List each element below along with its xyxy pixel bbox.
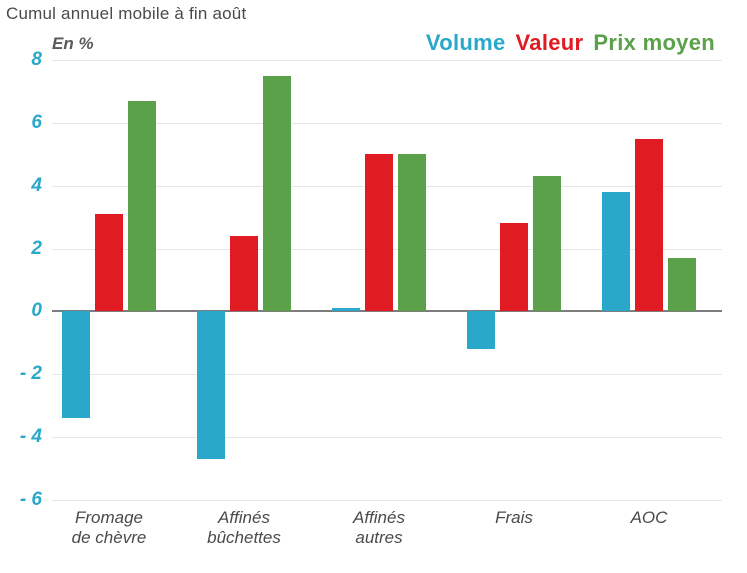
- y-tick-label: - 4: [20, 426, 52, 448]
- bar-valeur: [95, 214, 123, 311]
- bar-valeur: [365, 154, 393, 311]
- chart-container: Cumul annuel mobile à fin août En % Volu…: [0, 0, 747, 573]
- bar-volume: [62, 311, 90, 418]
- bar-volume: [602, 192, 630, 311]
- y-axis-unit: En %: [52, 34, 94, 54]
- legend-item-prix-moyen: Prix moyen: [593, 30, 715, 56]
- y-tick-label: 2: [31, 238, 52, 260]
- bar-valeur: [230, 236, 258, 311]
- legend: Volume Valeur Prix moyen: [426, 30, 715, 56]
- bar-volume: [197, 311, 225, 459]
- chart-title: Cumul annuel mobile à fin août: [6, 4, 246, 24]
- bar-prix_moyen: [533, 176, 561, 311]
- bar-volume: [467, 311, 495, 349]
- bar-prix_moyen: [668, 258, 696, 311]
- bar-valeur: [500, 223, 528, 311]
- bar-volume: [332, 308, 360, 311]
- plot-area: 86420- 2- 4- 6Fromage de chèvreAffinés b…: [52, 60, 722, 500]
- gridline: [52, 374, 722, 375]
- y-tick-label: - 2: [20, 363, 52, 385]
- gridline: [52, 437, 722, 438]
- y-tick-label: 8: [31, 49, 52, 71]
- legend-item-volume: Volume: [426, 30, 506, 56]
- bar-prix_moyen: [128, 101, 156, 312]
- bar-prix_moyen: [263, 76, 291, 312]
- bar-valeur: [635, 139, 663, 312]
- y-tick-label: 6: [31, 112, 52, 134]
- y-tick-label: 4: [31, 175, 52, 197]
- x-tick-label: AOC: [569, 500, 729, 528]
- bar-prix_moyen: [398, 154, 426, 311]
- gridline: [52, 60, 722, 61]
- y-tick-label: 0: [31, 300, 52, 322]
- legend-item-valeur: Valeur: [516, 30, 584, 56]
